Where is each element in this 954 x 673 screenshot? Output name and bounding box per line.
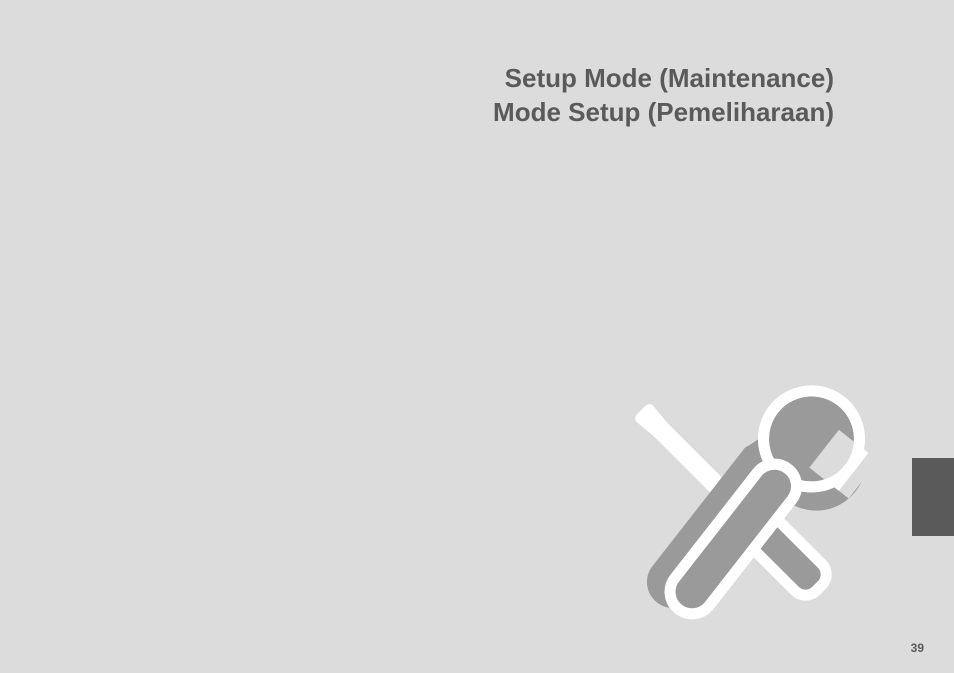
- heading-line-2: Mode Setup (Pemeliharaan): [493, 96, 834, 130]
- page-number: 39: [911, 641, 924, 655]
- section-tab: [912, 458, 954, 536]
- page-heading: Setup Mode (Maintenance) Mode Setup (Pem…: [493, 62, 834, 130]
- wrench-screwdriver-icon: [594, 353, 894, 653]
- heading-line-1: Setup Mode (Maintenance): [493, 62, 834, 96]
